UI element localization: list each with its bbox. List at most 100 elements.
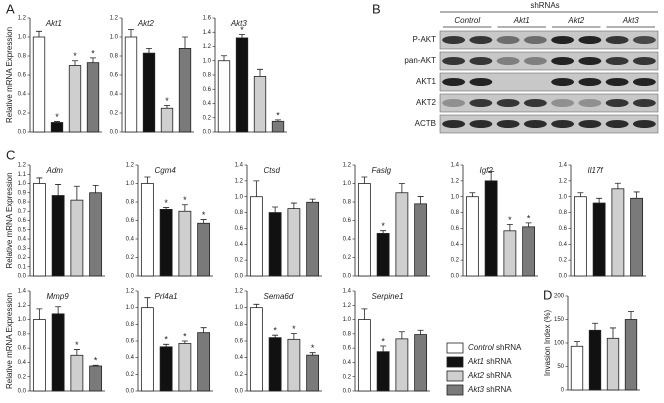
bar (249, 307, 263, 392)
y-tick-label: 1.2 (126, 289, 135, 295)
blot-band (578, 36, 602, 44)
y-tick-label: 0.6 (343, 346, 352, 352)
bar (159, 346, 173, 392)
y-tick-label: 0.6 (126, 218, 135, 224)
y-tick-label: 100 (554, 341, 565, 347)
blot-band (605, 99, 629, 107)
y-tick-label: 1.4 (451, 163, 460, 169)
significance-mark: * (381, 221, 385, 231)
error-bar (200, 219, 207, 224)
blot-band (442, 57, 466, 65)
bar (357, 319, 371, 392)
y-tick-label: 0.8 (18, 200, 27, 206)
y-tick-label: 0.8 (343, 331, 352, 337)
blot-band (497, 78, 520, 86)
chart-title: Adm (46, 166, 64, 175)
blot-band (523, 120, 547, 128)
y-tick-label: 0.8 (126, 322, 135, 328)
blot-band (551, 78, 575, 86)
y-tick-label: 1.4 (18, 289, 27, 295)
y-tick-label: 0.6 (559, 226, 568, 232)
significance-mark: * (165, 96, 169, 106)
y-tick-label: 200 (554, 294, 565, 300)
y-tick-label: 1.0 (343, 181, 352, 187)
y-tick-label: 1.2 (235, 178, 244, 184)
legend-swatch (446, 356, 464, 368)
bar (124, 36, 138, 133)
y-tick-label: 0.0 (235, 389, 244, 395)
error-bar (592, 322, 598, 331)
y-tick-label: 0.2 (126, 372, 135, 378)
blot-band (632, 99, 656, 107)
bar (253, 76, 267, 133)
bar (465, 196, 479, 277)
blot-band (551, 99, 575, 107)
y-tick-label: 0 (561, 388, 565, 394)
bar (217, 60, 231, 133)
legend-label: Akt2 shRNA (467, 371, 512, 380)
y-tick-label: 0.6 (18, 346, 27, 352)
significance-mark: * (91, 48, 95, 58)
y-tick-label: 1.0 (559, 194, 568, 200)
y-tick-label: 1.0 (235, 194, 244, 200)
y-tick-label: 0.2 (18, 374, 27, 380)
y-tick-label: 0.8 (18, 54, 27, 60)
y-tick-label: 1.2 (126, 163, 135, 169)
bar (50, 122, 64, 133)
error-bar (361, 308, 368, 320)
y-tick-label: 0.4 (203, 101, 212, 107)
blot-band (551, 120, 575, 128)
bar (588, 329, 602, 391)
error-bar (380, 345, 387, 352)
y-tick-label: 1.2 (559, 178, 568, 184)
error-bar (128, 29, 134, 37)
y-tick-label: 0.4 (110, 92, 119, 98)
bar (414, 334, 428, 392)
y-tick-label: 0.6 (18, 218, 27, 224)
significance-mark: * (73, 51, 77, 61)
error-bar (92, 364, 99, 366)
error-bar (574, 341, 580, 347)
significance-mark: * (292, 324, 296, 334)
blot-band (632, 57, 656, 65)
bar (89, 365, 103, 392)
error-bar (54, 121, 60, 123)
bar (32, 36, 46, 133)
blot-band (469, 120, 493, 128)
blot-band (496, 120, 520, 128)
blot-band (442, 78, 466, 86)
bar (32, 183, 46, 277)
blot-header: shRNAs (530, 1, 559, 10)
error-bar (610, 327, 616, 339)
bar (140, 307, 154, 392)
blot-group-label: Akt1 (513, 16, 530, 25)
error-bar (36, 308, 43, 320)
chart-title: Cgm4 (155, 166, 177, 175)
blot-band (469, 57, 493, 65)
significance-mark: * (55, 112, 59, 122)
y-tick-label: 0.6 (110, 73, 119, 79)
bar (357, 183, 371, 277)
error-bar (36, 177, 43, 184)
blot-band (442, 120, 466, 128)
y-tick-label: 1.2 (18, 163, 27, 169)
chart-title: Igf2 (480, 166, 494, 175)
legend-label: Akt1 shRNA (467, 357, 512, 366)
chart-title: Akt2 (137, 19, 155, 28)
y-tick-label: 0.4 (343, 237, 352, 243)
chart-title: Ctsd (264, 166, 281, 175)
y-tick-label: 0.2 (343, 374, 352, 380)
error-bar (272, 206, 279, 213)
blot-band (523, 36, 547, 44)
bar (570, 345, 584, 391)
y-tick-label: 1.1 (18, 172, 27, 178)
error-bar (239, 33, 245, 38)
error-bar (90, 57, 96, 63)
y-tick-label: 0.1 (18, 264, 27, 270)
y-tick-label: 1.2 (203, 44, 212, 50)
panel-label: D (543, 287, 552, 302)
bar (89, 192, 103, 277)
y-tick-label: 0.8 (343, 200, 352, 206)
legend-swatch (446, 370, 464, 382)
